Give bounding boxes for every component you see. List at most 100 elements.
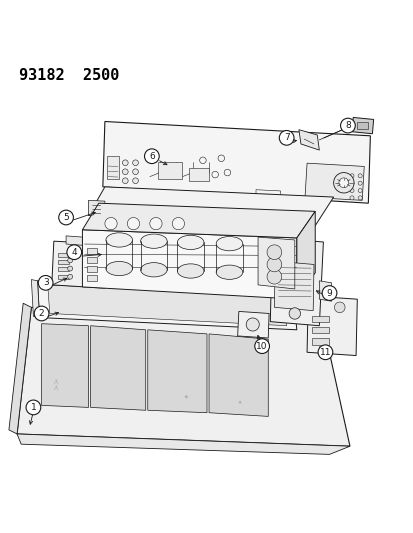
Polygon shape bbox=[296, 212, 314, 299]
Text: ✦: ✦ bbox=[237, 401, 241, 406]
Text: 10: 10 bbox=[256, 342, 267, 351]
Polygon shape bbox=[351, 117, 373, 134]
Circle shape bbox=[144, 149, 159, 164]
Circle shape bbox=[340, 118, 354, 133]
Polygon shape bbox=[255, 190, 280, 205]
Polygon shape bbox=[257, 237, 294, 289]
Circle shape bbox=[122, 160, 128, 166]
Circle shape bbox=[266, 245, 281, 260]
Polygon shape bbox=[102, 122, 370, 203]
Circle shape bbox=[68, 274, 72, 279]
Text: 11: 11 bbox=[319, 348, 330, 357]
Circle shape bbox=[317, 345, 332, 360]
Polygon shape bbox=[270, 238, 323, 326]
Circle shape bbox=[338, 178, 348, 188]
Polygon shape bbox=[82, 203, 314, 238]
Circle shape bbox=[67, 245, 81, 260]
Text: 93182  2500: 93182 2500 bbox=[19, 68, 119, 83]
Polygon shape bbox=[52, 241, 107, 288]
Text: 6: 6 bbox=[149, 152, 154, 161]
Circle shape bbox=[246, 318, 259, 331]
Polygon shape bbox=[82, 230, 296, 299]
Bar bbox=[86, 266, 97, 272]
Circle shape bbox=[59, 210, 73, 225]
Bar bbox=[107, 156, 119, 179]
Text: 8: 8 bbox=[344, 121, 350, 130]
Circle shape bbox=[349, 174, 353, 178]
Text: 1: 1 bbox=[31, 403, 36, 412]
Circle shape bbox=[333, 173, 353, 193]
Circle shape bbox=[266, 257, 281, 272]
Polygon shape bbox=[306, 296, 356, 356]
Polygon shape bbox=[304, 163, 363, 200]
Text: 3: 3 bbox=[43, 278, 48, 287]
Text: 9: 9 bbox=[326, 288, 332, 297]
Text: 5: 5 bbox=[63, 213, 69, 222]
Circle shape bbox=[68, 266, 72, 271]
Polygon shape bbox=[41, 324, 88, 407]
Polygon shape bbox=[147, 330, 206, 413]
Ellipse shape bbox=[177, 264, 204, 278]
Circle shape bbox=[150, 217, 161, 230]
Bar bbox=[158, 163, 182, 179]
Bar bbox=[58, 253, 69, 257]
Text: 2: 2 bbox=[39, 309, 44, 318]
Ellipse shape bbox=[216, 265, 242, 279]
Circle shape bbox=[34, 306, 49, 321]
Circle shape bbox=[357, 181, 361, 185]
Bar bbox=[312, 338, 328, 345]
Circle shape bbox=[279, 131, 293, 145]
Ellipse shape bbox=[106, 233, 132, 247]
Circle shape bbox=[349, 181, 353, 185]
Polygon shape bbox=[274, 261, 313, 311]
Ellipse shape bbox=[106, 261, 132, 276]
Circle shape bbox=[357, 189, 361, 192]
Text: 7: 7 bbox=[283, 133, 289, 142]
Polygon shape bbox=[17, 308, 349, 446]
Bar bbox=[58, 260, 69, 264]
Polygon shape bbox=[66, 236, 82, 245]
Circle shape bbox=[38, 276, 53, 290]
Circle shape bbox=[132, 169, 138, 175]
Ellipse shape bbox=[216, 237, 242, 251]
Polygon shape bbox=[318, 281, 331, 301]
Circle shape bbox=[254, 339, 269, 353]
Polygon shape bbox=[90, 326, 145, 410]
Ellipse shape bbox=[140, 263, 167, 277]
Bar bbox=[86, 248, 97, 254]
Polygon shape bbox=[17, 434, 349, 455]
Circle shape bbox=[334, 302, 344, 313]
Circle shape bbox=[266, 269, 281, 284]
Circle shape bbox=[357, 196, 361, 200]
Circle shape bbox=[132, 178, 138, 183]
Bar bbox=[312, 316, 328, 322]
Circle shape bbox=[132, 160, 138, 166]
Circle shape bbox=[288, 308, 300, 319]
Bar bbox=[58, 274, 69, 279]
Circle shape bbox=[68, 258, 72, 263]
Text: ╱╲
╱╲: ╱╲ ╱╲ bbox=[53, 379, 59, 390]
Circle shape bbox=[357, 174, 361, 178]
Polygon shape bbox=[298, 130, 318, 150]
Polygon shape bbox=[88, 187, 333, 225]
Circle shape bbox=[122, 178, 128, 183]
Bar bbox=[312, 327, 328, 334]
Polygon shape bbox=[209, 334, 268, 416]
Bar bbox=[356, 122, 368, 129]
Circle shape bbox=[349, 189, 353, 192]
Bar bbox=[86, 275, 97, 281]
Circle shape bbox=[122, 169, 128, 175]
Polygon shape bbox=[9, 303, 31, 434]
Ellipse shape bbox=[140, 234, 167, 248]
Bar bbox=[86, 257, 97, 263]
Text: 4: 4 bbox=[71, 248, 77, 257]
Ellipse shape bbox=[177, 235, 204, 249]
Bar bbox=[188, 168, 209, 181]
Circle shape bbox=[172, 217, 184, 230]
Bar bbox=[58, 268, 69, 271]
Polygon shape bbox=[237, 311, 268, 338]
Polygon shape bbox=[47, 285, 286, 326]
Circle shape bbox=[127, 217, 139, 230]
Circle shape bbox=[104, 217, 117, 230]
Polygon shape bbox=[31, 280, 40, 318]
